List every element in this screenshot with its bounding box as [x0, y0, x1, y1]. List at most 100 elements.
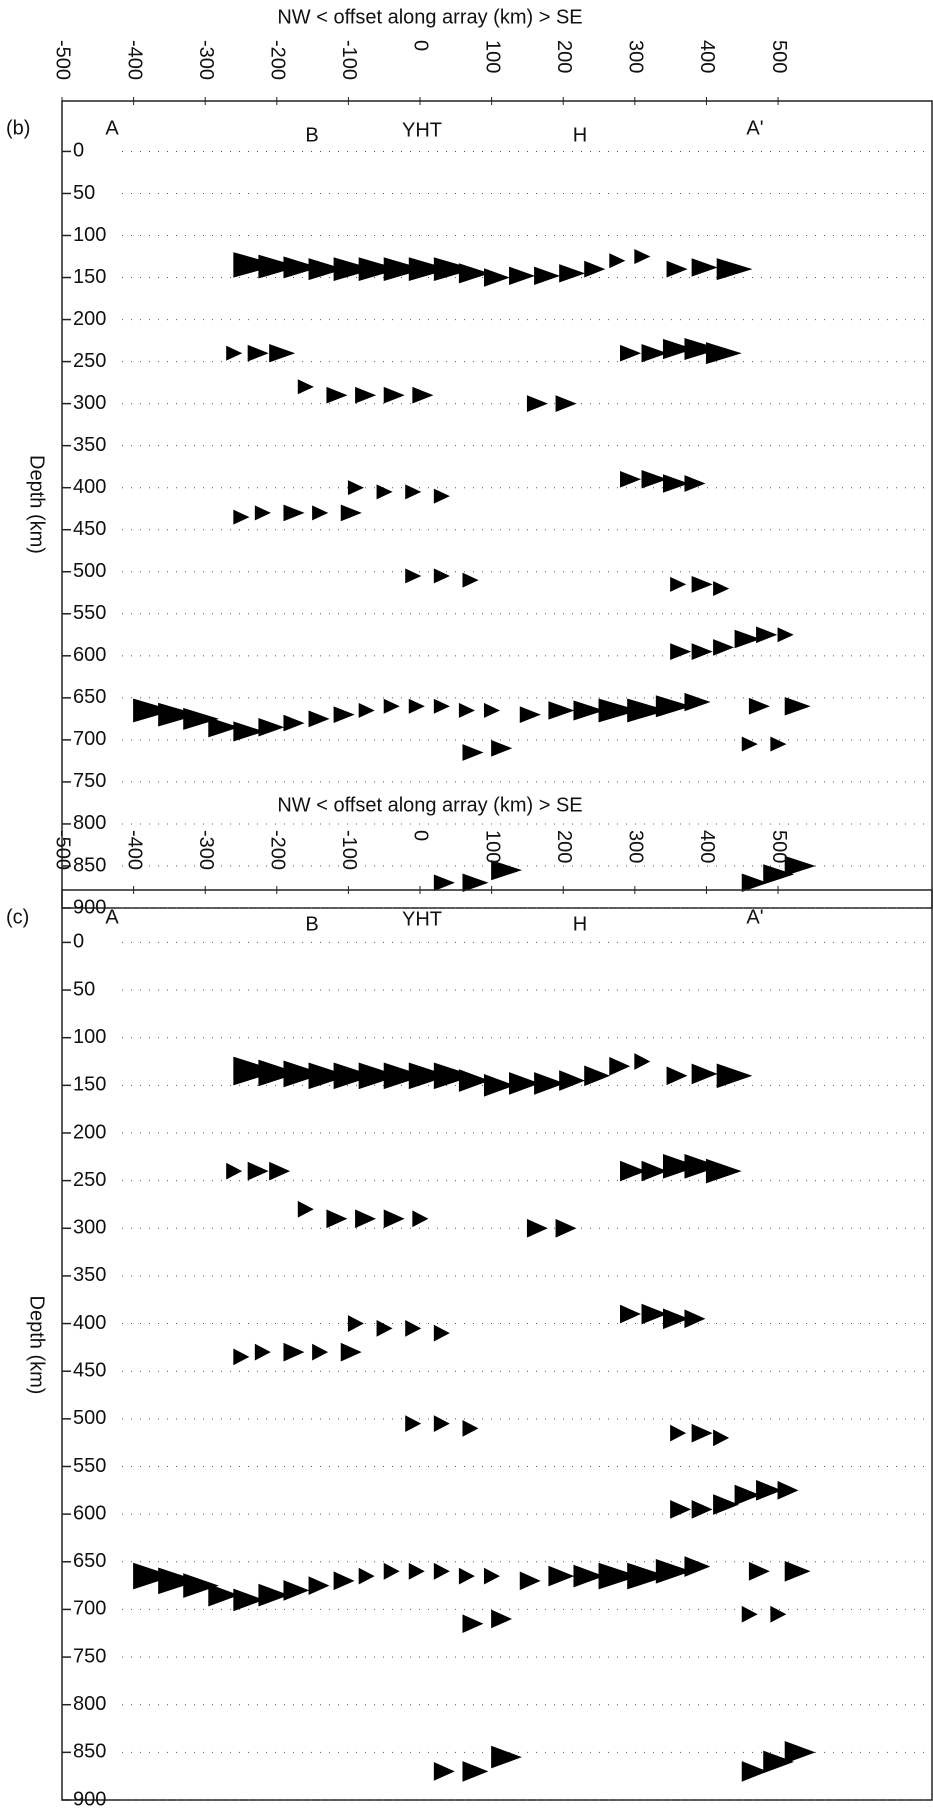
x-tick-label: 500: [768, 40, 790, 73]
arrival-pulse: [433, 874, 455, 892]
arrival-pulse: [326, 1209, 348, 1229]
x-tick-label: -100: [338, 830, 360, 870]
arrival-pulse: [756, 1479, 782, 1501]
arrival-pulse: [233, 252, 279, 278]
y-tick-label: 100: [73, 224, 106, 246]
arrival-pulse: [741, 873, 768, 892]
arrival-pulse: [158, 1567, 199, 1595]
arrival-pulse: [691, 643, 713, 660]
arrival-pulse: [269, 343, 296, 363]
x-tick-label: 100: [481, 40, 503, 73]
y-tick-label: 900: [73, 896, 106, 918]
arrival-pulse: [358, 702, 375, 718]
arrival-pulse: [519, 1571, 541, 1591]
arrival-pulse: [283, 1342, 305, 1362]
arrival-pulse: [509, 266, 536, 286]
arrival-pulse: [405, 484, 422, 500]
x-tick-label: -100: [338, 40, 360, 80]
y-tick-label: 600: [73, 644, 106, 666]
y-tick-label: 600: [73, 1502, 106, 1524]
arrival-pulse: [355, 386, 377, 404]
arrival-pulse: [559, 264, 586, 283]
y-tick-label: 150: [73, 266, 106, 288]
arrival-pulse: [408, 698, 425, 714]
y-tick-label: 750: [73, 1645, 106, 1667]
arrival-pulse: [308, 258, 345, 281]
y-tick-label: 750: [73, 770, 106, 792]
arrival-pulse: [691, 576, 713, 593]
arrival-pulse: [405, 568, 422, 584]
x-tick-label: 200: [553, 40, 575, 73]
arrival-pulse: [555, 395, 577, 412]
y-tick-label: 450: [73, 1359, 106, 1381]
arrival-pulse: [662, 338, 694, 360]
arrival-pulse: [609, 1056, 631, 1076]
y-tick-label: 50: [73, 978, 95, 1000]
x-tick-label: 0: [410, 830, 432, 841]
arrival-pulse: [347, 1315, 364, 1332]
arrival-pulse: [158, 702, 199, 727]
y-tick-label: 350: [73, 434, 106, 456]
annotation: A: [105, 117, 119, 139]
arrival-pulse: [684, 692, 711, 712]
y-tick-label: 150: [73, 1074, 106, 1096]
arrival-pulse: [705, 1158, 742, 1184]
arrival-pulse: [748, 697, 770, 715]
arrival-pulse: [641, 343, 668, 363]
arrival-pulse: [784, 855, 816, 877]
arrival-pulse: [483, 1074, 515, 1097]
arrival-pulse: [333, 706, 355, 723]
arrival-pulse: [183, 1573, 219, 1598]
x-tick-label: -500: [52, 830, 74, 870]
y-tick-label: 450: [73, 518, 106, 540]
arrival-pulse: [763, 1750, 794, 1774]
arrival-pulse: [741, 1761, 768, 1782]
annotation: A': [746, 117, 763, 139]
arrival-pulse: [713, 1429, 730, 1447]
arrival-pulse: [655, 1558, 692, 1584]
arrival-pulse: [254, 505, 271, 521]
arrival-pulse: [405, 1415, 422, 1432]
arrival-pulse: [283, 1580, 310, 1601]
arrival-pulse: [462, 1614, 484, 1634]
arrival-pulse: [312, 505, 329, 521]
arrival-pulse: [462, 744, 484, 761]
arrival-pulse: [662, 474, 689, 493]
arrival-pulse: [734, 629, 761, 649]
arrival-pulse: [784, 697, 811, 716]
arrival-pulse: [405, 1319, 422, 1337]
arrival-pulse: [312, 1343, 329, 1361]
arrival-pulse: [258, 718, 285, 737]
arrival-pulse: [691, 1423, 713, 1443]
arrival-pulse: [433, 568, 450, 584]
arrival-pulse: [741, 1605, 758, 1623]
arrival-pulse: [462, 873, 489, 892]
arrival-pulse: [340, 1342, 362, 1362]
arrival-pulse: [333, 257, 375, 281]
x-tick-label: -200: [267, 40, 289, 80]
arrival-pulse: [483, 268, 510, 287]
arrival-pulse: [412, 1210, 429, 1228]
arrival-pulse: [555, 1218, 577, 1238]
arrival-pulse: [713, 1494, 739, 1515]
arrival-pulse: [748, 1561, 770, 1581]
x-tick-label: 0: [410, 40, 432, 51]
x-tick-label: 100: [481, 830, 503, 863]
x-tick-label: 400: [696, 40, 718, 73]
arrival-pulse: [641, 1303, 668, 1325]
arrival-pulse: [491, 1609, 513, 1629]
arrival-pulse: [355, 1209, 377, 1229]
arrival-pulse: [534, 1072, 565, 1095]
arrival-pulse: [770, 1605, 787, 1623]
x-tick-label: -300: [195, 40, 217, 80]
y-tick-label: 650: [73, 686, 106, 708]
y-tick-label: 900: [73, 1788, 106, 1810]
x-axis-title: NW < offset along array (km) > SE: [277, 794, 582, 816]
arrival-pulse: [412, 386, 434, 404]
x-tick-label: 500: [768, 830, 790, 863]
arrival-pulse: [376, 484, 393, 500]
y-tick-label: 850: [73, 1741, 106, 1763]
arrival-pulse: [283, 504, 305, 522]
